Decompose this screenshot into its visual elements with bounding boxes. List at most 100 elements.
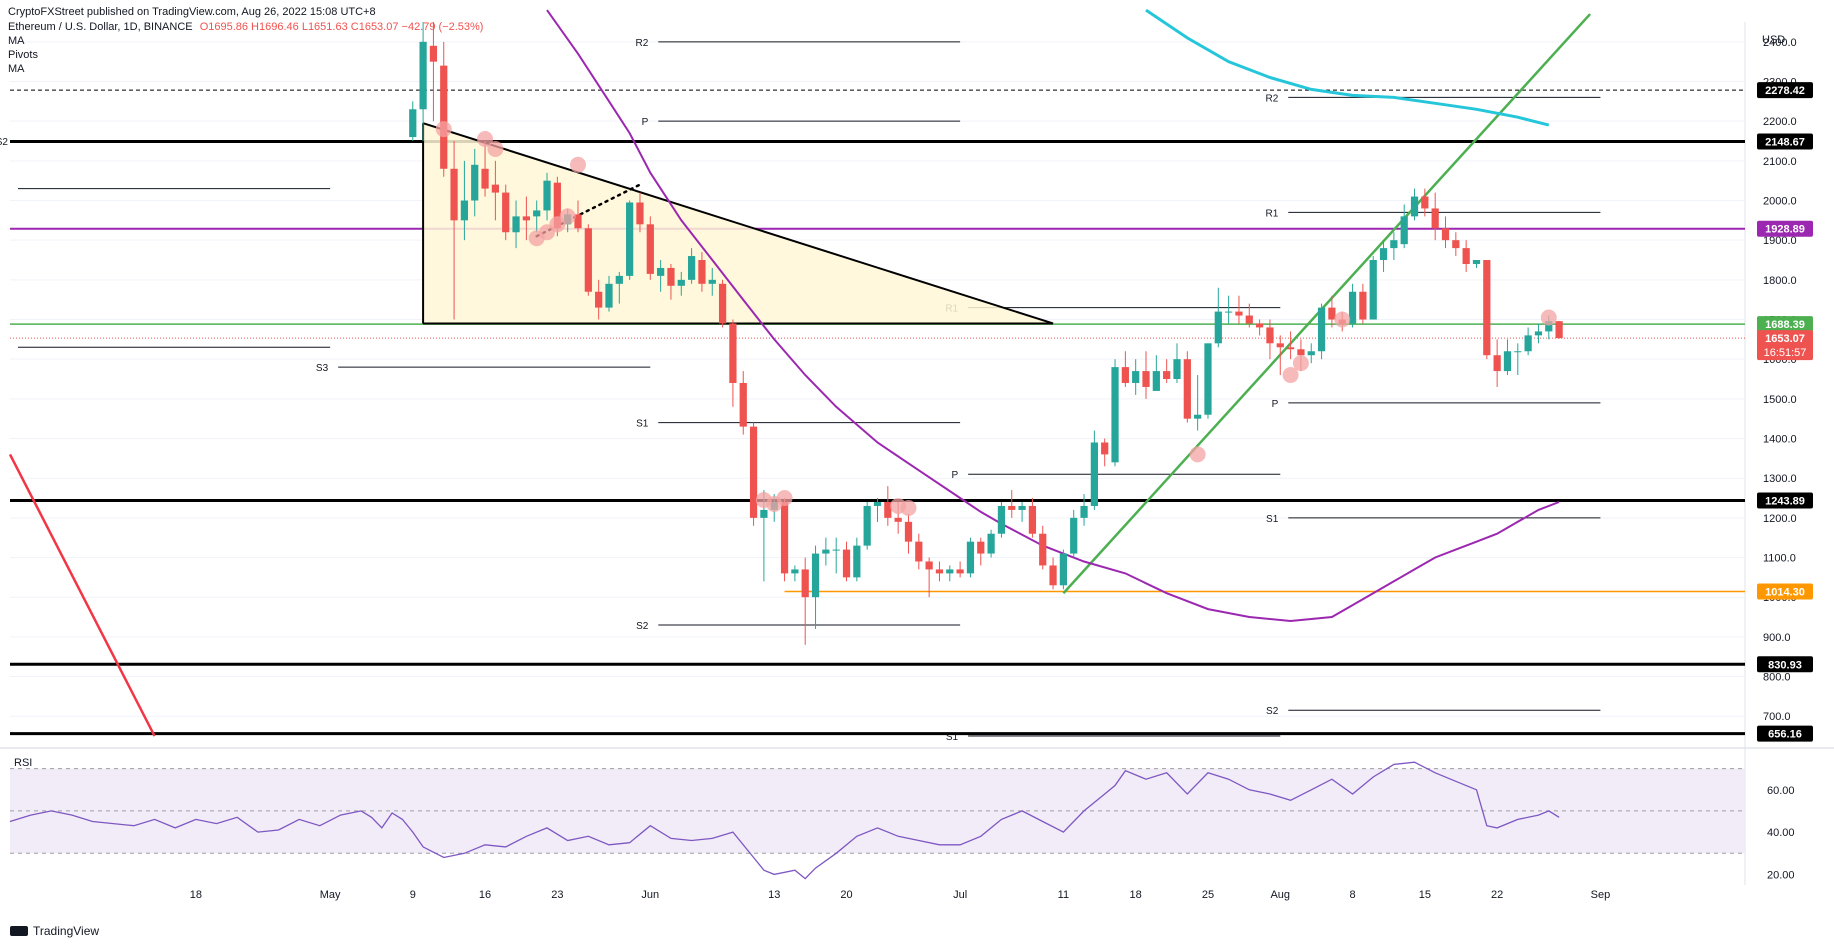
candle[interactable] [1359,283,1367,324]
candle[interactable] [801,557,809,645]
candle[interactable] [1514,343,1522,376]
red-trend-line[interactable] [8,453,156,737]
candle[interactable] [1173,343,1181,383]
symbol-name[interactable]: Ethereum / U.S. Dollar, 1D, BINANCE [8,21,193,33]
candle[interactable] [409,101,417,142]
candle[interactable] [1039,525,1047,570]
candle[interactable] [1348,283,1357,328]
candle[interactable] [491,160,500,221]
candle[interactable] [956,561,964,578]
candle[interactable] [915,533,923,570]
candle[interactable] [863,501,871,550]
candle[interactable] [966,537,975,578]
candle[interactable] [1090,430,1098,510]
candle[interactable] [853,537,861,582]
candle[interactable] [1462,240,1470,272]
rising-trend-line[interactable] [1062,13,1592,595]
candle[interactable] [1070,509,1078,558]
candle[interactable] [687,248,696,284]
candle[interactable] [1286,331,1295,360]
candle[interactable] [946,565,954,582]
candle[interactable] [718,279,727,328]
candle[interactable] [739,371,747,435]
candle[interactable] [1132,359,1140,395]
candle[interactable] [1400,204,1408,249]
candle[interactable] [584,224,592,296]
candle[interactable] [873,498,882,522]
candle[interactable] [1049,557,1057,590]
candle[interactable] [595,279,603,320]
candle[interactable] [1018,501,1026,522]
candle[interactable] [987,529,995,558]
candle[interactable] [1410,188,1419,221]
candle[interactable] [1493,339,1501,387]
candle[interactable] [615,271,623,304]
candle[interactable] [1163,359,1171,383]
candle[interactable] [1266,319,1274,360]
candle[interactable] [749,422,758,526]
candle[interactable] [1194,375,1202,431]
candle[interactable] [636,192,644,233]
candle[interactable] [1028,498,1037,538]
candle[interactable] [429,22,438,122]
candle[interactable] [1441,216,1450,249]
candle[interactable] [1379,240,1388,272]
candle[interactable] [698,252,706,292]
candle[interactable] [1276,335,1284,376]
candle[interactable] [667,263,675,300]
indicator-ma-1[interactable]: MA [8,35,25,47]
candle[interactable] [440,41,448,177]
candle[interactable] [502,184,510,241]
candle[interactable] [1245,303,1253,328]
candle[interactable] [977,537,985,566]
candle[interactable] [842,541,851,582]
candle[interactable] [780,498,789,582]
candle[interactable] [822,537,830,566]
candle[interactable] [832,537,840,574]
candle[interactable] [1524,327,1532,356]
candle[interactable] [1214,287,1222,348]
candle[interactable] [481,141,489,197]
candle[interactable] [1328,295,1336,328]
candle[interactable] [1390,232,1398,261]
candle[interactable] [646,216,654,280]
candle[interactable] [657,260,665,292]
candle[interactable] [1483,260,1491,360]
candle[interactable] [1235,295,1243,324]
candle[interactable] [1204,343,1212,419]
candle[interactable] [1008,490,1016,518]
candle[interactable] [471,148,479,217]
candle[interactable] [450,141,458,320]
candle[interactable] [1225,295,1233,324]
candle[interactable] [1307,343,1315,364]
candle[interactable] [1317,303,1326,360]
candle[interactable] [1369,256,1377,320]
candle[interactable] [626,200,634,280]
candle[interactable] [997,501,1006,538]
candle[interactable] [791,565,799,582]
candle[interactable] [884,486,892,526]
ma-short-line[interactable] [546,9,1560,623]
dotted-trend-line[interactable] [535,183,642,238]
indicator-pivots[interactable]: Pivots [8,49,38,61]
candle[interactable] [1555,320,1563,339]
candle[interactable] [677,271,685,296]
candle[interactable] [574,200,582,233]
candle[interactable] [1472,260,1481,268]
candle[interactable] [1255,319,1264,336]
candle[interactable] [419,22,427,142]
candle[interactable] [522,196,530,241]
candle[interactable] [1080,494,1088,526]
candle[interactable] [1152,355,1160,391]
candle[interactable] [904,513,913,554]
ma-long-line[interactable] [1145,8,1550,127]
candle[interactable] [460,160,469,241]
candle[interactable] [543,172,551,221]
candle[interactable] [935,561,944,582]
indicator-ma-2[interactable]: MA [8,63,25,75]
candle[interactable] [1059,549,1068,590]
candle[interactable] [605,275,613,312]
candle[interactable] [1121,351,1129,387]
